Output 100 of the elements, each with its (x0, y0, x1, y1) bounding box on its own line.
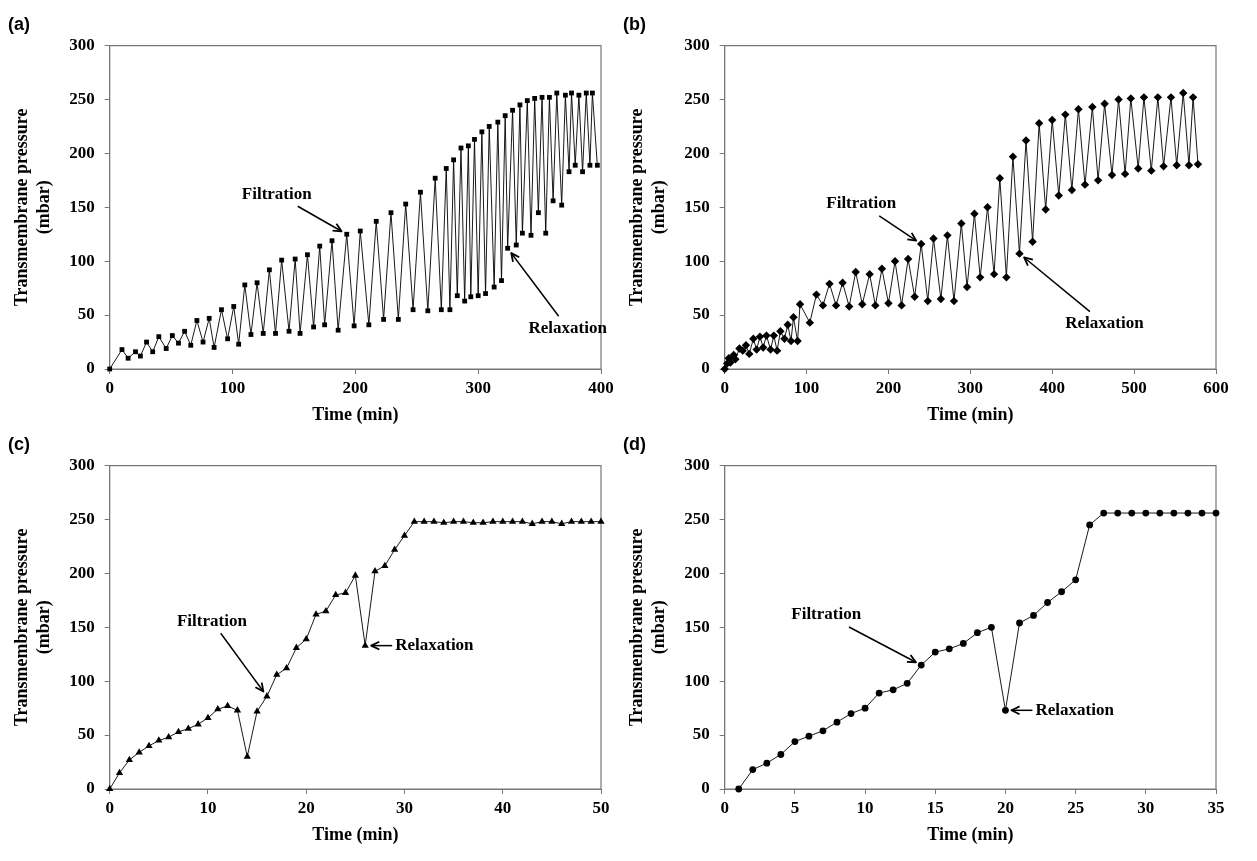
x-axis-title: Time (min) (312, 823, 399, 845)
point (155, 736, 163, 743)
point (917, 661, 925, 669)
point (558, 519, 566, 526)
y-tick-label: 0 (86, 358, 95, 378)
x-tick-label: 500 (1121, 377, 1147, 397)
y-tick-label: 150 (69, 196, 95, 216)
point (945, 645, 953, 653)
point (931, 648, 939, 656)
x-tick-label: 20 (996, 797, 1014, 817)
point (145, 741, 153, 748)
x-tick-label: 0 (105, 377, 114, 397)
point (273, 670, 281, 677)
annotation: Relaxation (1065, 313, 1145, 333)
x-tick-label: 20 (297, 797, 315, 817)
x-tick-label: 400 (588, 377, 614, 397)
annotation: Filtration (176, 610, 248, 630)
x-tick-label: 0 (720, 797, 729, 817)
point (410, 517, 418, 524)
y-tick-label: 300 (69, 454, 95, 474)
y-tick-label: 250 (69, 88, 95, 108)
point (577, 517, 585, 524)
y-tick-label: 50 (692, 304, 710, 324)
point (1100, 509, 1108, 517)
point (351, 571, 359, 578)
y-tick-label: 250 (69, 508, 95, 528)
point (165, 733, 173, 740)
y-tick-label: 0 (86, 778, 95, 798)
point (125, 755, 133, 762)
y-tick-label: 200 (69, 562, 95, 582)
point (1128, 509, 1136, 517)
y-tick-label: 150 (684, 616, 710, 636)
point (1016, 619, 1023, 627)
y-tick-label: 50 (77, 724, 95, 744)
x-axis-title: Time (min) (927, 823, 1014, 845)
point (115, 768, 124, 775)
x-tick-label: 300 (465, 377, 491, 397)
y-tick-label: 50 (692, 724, 710, 744)
point (805, 732, 813, 740)
point (988, 623, 995, 631)
point (889, 686, 897, 694)
x-tick-label: 600 (1203, 377, 1229, 397)
point (749, 766, 757, 773)
x-tick-label: 15 (926, 797, 944, 817)
point (1058, 588, 1065, 596)
y-tick-label: 150 (684, 196, 710, 216)
x-tick-label: 0 (720, 377, 729, 397)
y-tick-label: 0 (701, 778, 710, 798)
point (1086, 521, 1094, 529)
chart-title: (d) (623, 433, 646, 454)
x-tick-label: 40 (494, 797, 512, 817)
y-tick-label: 0 (701, 358, 710, 378)
point (282, 664, 291, 671)
point (440, 518, 448, 525)
point (1212, 509, 1220, 517)
annotation: Filtration (791, 604, 862, 624)
x-tick-label: 30 (1137, 797, 1155, 817)
y-tick-label: 50 (77, 304, 95, 324)
x-tick-label: 50 (592, 797, 610, 817)
y-tick-label: 250 (684, 508, 710, 528)
point (381, 561, 389, 568)
annotation: Relaxation (528, 317, 608, 337)
point (479, 518, 487, 525)
point (1002, 706, 1009, 714)
x-tick-label: 100 (219, 377, 246, 397)
point (567, 517, 576, 524)
point (973, 629, 981, 637)
point (861, 704, 869, 712)
chart-title: (b) (623, 13, 646, 34)
chart-title: (c) (8, 433, 30, 454)
y-axis-title: Transmembrane pressure (mbar) (11, 528, 55, 727)
point (791, 738, 799, 745)
y-tick-label: 150 (69, 616, 95, 636)
point (184, 724, 192, 731)
y-tick-label: 100 (684, 250, 710, 270)
point (489, 517, 497, 524)
x-tick-label: 300 (957, 377, 984, 397)
point (223, 701, 232, 709)
point (430, 517, 438, 524)
x-tick-label: 0 (105, 797, 114, 817)
point (302, 634, 310, 642)
point (875, 689, 883, 697)
x-tick-label: 10 (856, 797, 874, 817)
annotation: Filtration (241, 183, 313, 203)
point (763, 759, 771, 767)
point (833, 718, 841, 726)
x-tick-label: 30 (395, 797, 413, 817)
point (332, 590, 340, 598)
point (469, 518, 477, 525)
x-axis-title: Time (min) (312, 403, 399, 425)
y-tick-label: 200 (684, 562, 710, 582)
y-tick-label: 300 (69, 34, 95, 54)
y-tick-label: 100 (69, 670, 95, 690)
point (1072, 576, 1080, 584)
y-axis-title: Transmembrane pressure (mbar) (626, 108, 670, 307)
point (1198, 509, 1206, 517)
x-tick-label: 35 (1207, 797, 1225, 817)
point (1114, 509, 1122, 517)
point (1156, 509, 1164, 517)
chart-title: (a) (8, 13, 30, 34)
